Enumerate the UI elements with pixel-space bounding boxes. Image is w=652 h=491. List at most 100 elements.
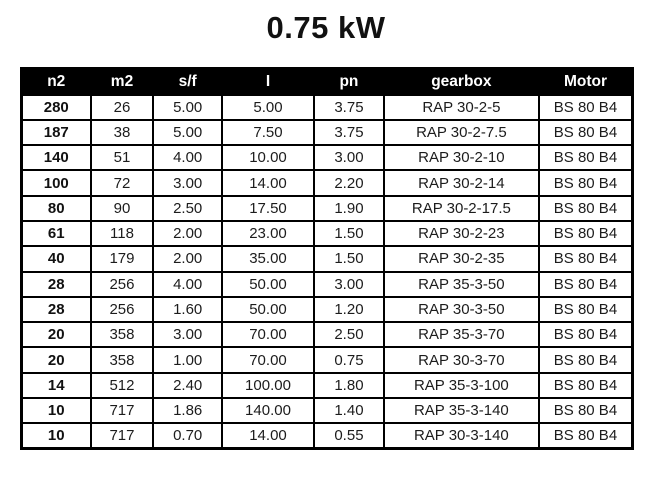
table-row: 28 256 4.00 50.00 3.00 RAP 35-3-50 BS 80 B4 <box>20 270 634 298</box>
cell-i: 7.50 <box>220 118 316 147</box>
table-row: 280 26 5.00 5.00 3.75 RAP 30-2-5 BS 80 B4 <box>20 93 634 121</box>
cell-sf: 2.40 <box>152 371 223 400</box>
cell-gearbox: RAP 30-3-70 <box>382 346 540 374</box>
column-header-i: I <box>220 67 316 96</box>
cell-i: 23.00 <box>220 219 316 248</box>
cell-pn: 1.90 <box>313 194 385 222</box>
cell-motor: BS 80 B4 <box>537 397 634 425</box>
table-row: 80 90 2.50 17.50 1.90 RAP 30-2-17.5 BS 80 B4 <box>20 194 634 222</box>
cell-motor: BS 80 B4 <box>537 93 634 121</box>
cell-pn: 0.55 <box>313 422 385 450</box>
cell-sf: 4.00 <box>152 144 223 172</box>
cell-sf: 3.00 <box>152 321 223 349</box>
page-title: 0.75 kW <box>266 10 386 45</box>
cell-pn: 0.75 <box>313 346 385 374</box>
cell-motor: BS 80 B4 <box>537 219 634 248</box>
cell-n2: 187 <box>20 118 92 147</box>
table-row: 14 512 2.40 100.00 1.80 RAP 35-3-100 BS 80 B4 <box>20 371 634 400</box>
cell-m2: 717 <box>89 397 155 425</box>
column-header-gearbox: gearbox <box>382 67 540 96</box>
cell-i: 35.00 <box>220 245 316 273</box>
table-body: 280 26 5.00 5.00 3.75 RAP 30-2-5 BS 80 B4 187 38… <box>20 93 634 450</box>
cell-pn: 1.50 <box>313 219 385 248</box>
cell-gearbox: RAP 30-2-5 <box>382 93 540 121</box>
cell-i: 100.00 <box>220 371 316 400</box>
cell-m2: 256 <box>89 295 155 324</box>
cell-pn: 3.75 <box>313 118 385 147</box>
cell-sf: 3.00 <box>152 169 223 197</box>
cell-n2: 14 <box>20 371 92 400</box>
cell-m2: 358 <box>89 321 155 349</box>
cell-i: 50.00 <box>220 295 316 324</box>
cell-pn: 1.80 <box>313 371 385 400</box>
cell-sf: 1.60 <box>152 295 223 324</box>
cell-pn: 2.50 <box>313 321 385 349</box>
cell-sf: 2.00 <box>152 219 223 248</box>
table-row: 10 717 0.70 14.00 0.55 RAP 30-3-140 BS 80 B4 <box>20 422 634 450</box>
cell-m2: 179 <box>89 245 155 273</box>
cell-motor: BS 80 B4 <box>537 346 634 374</box>
cell-n2: 28 <box>20 270 92 298</box>
cell-gearbox: RAP 30-2-23 <box>382 219 540 248</box>
cell-m2: 90 <box>89 194 155 222</box>
cell-n2: 10 <box>20 397 92 425</box>
cell-gearbox: RAP 30-2-35 <box>382 245 540 273</box>
cell-motor: BS 80 B4 <box>537 245 634 273</box>
cell-pn: 1.40 <box>313 397 385 425</box>
cell-motor: BS 80 B4 <box>537 118 634 147</box>
table-row: 187 38 5.00 7.50 3.75 RAP 30-2-7.5 BS 80 B4 <box>20 118 634 147</box>
cell-motor: BS 80 B4 <box>537 144 634 172</box>
cell-gearbox: RAP 35-3-50 <box>382 270 540 298</box>
cell-gearbox: RAP 30-2-10 <box>382 144 540 172</box>
cell-gearbox: RAP 30-3-50 <box>382 295 540 324</box>
cell-i: 50.00 <box>220 270 316 298</box>
column-header-pn: pn <box>313 67 385 96</box>
table-row: 10 717 1.86 140.00 1.40 RAP 35-3-140 BS 80 B4 <box>20 397 634 425</box>
cell-sf: 1.00 <box>152 346 223 374</box>
cell-gearbox: RAP 30-2-17.5 <box>382 194 540 222</box>
cell-sf: 0.70 <box>152 422 223 450</box>
cell-m2: 512 <box>89 371 155 400</box>
cell-motor: BS 80 B4 <box>537 295 634 324</box>
table-row: 40 179 2.00 35.00 1.50 RAP 30-2-35 BS 80 B4 <box>20 245 634 273</box>
cell-pn: 2.20 <box>313 169 385 197</box>
cell-i: 140.00 <box>220 397 316 425</box>
cell-motor: BS 80 B4 <box>537 321 634 349</box>
table-row: 28 256 1.60 50.00 1.20 RAP 30-3-50 BS 80 B4 <box>20 295 634 324</box>
column-header-m2: m2 <box>89 67 155 96</box>
cell-n2: 28 <box>20 295 92 324</box>
cell-n2: 80 <box>20 194 92 222</box>
cell-n2: 140 <box>20 144 92 172</box>
cell-i: 70.00 <box>220 321 316 349</box>
cell-pn: 1.50 <box>313 245 385 273</box>
table-row: 100 72 3.00 14.00 2.20 RAP 30-2-14 BS 80 B4 <box>20 169 634 197</box>
cell-n2: 10 <box>20 422 92 450</box>
cell-pn: 3.00 <box>313 144 385 172</box>
cell-gearbox: RAP 30-2-7.5 <box>382 118 540 147</box>
table-row: 61 118 2.00 23.00 1.50 RAP 30-2-23 BS 80 B4 <box>20 219 634 248</box>
cell-m2: 51 <box>89 144 155 172</box>
cell-pn: 3.75 <box>313 93 385 121</box>
cell-m2: 358 <box>89 346 155 374</box>
cell-sf: 4.00 <box>152 270 223 298</box>
cell-gearbox: RAP 30-3-140 <box>382 422 540 450</box>
cell-motor: BS 80 B4 <box>537 194 634 222</box>
cell-sf: 5.00 <box>152 93 223 121</box>
column-header-n2: n2 <box>20 67 92 96</box>
cell-motor: BS 80 B4 <box>537 371 634 400</box>
cell-sf: 2.50 <box>152 194 223 222</box>
cell-i: 17.50 <box>220 194 316 222</box>
cell-i: 70.00 <box>220 346 316 374</box>
cell-n2: 40 <box>20 245 92 273</box>
cell-gearbox: RAP 30-2-14 <box>382 169 540 197</box>
cell-m2: 26 <box>89 93 155 121</box>
table-row: 140 51 4.00 10.00 3.00 RAP 30-2-10 BS 80 B4 <box>20 144 634 172</box>
cell-gearbox: RAP 35-3-140 <box>382 397 540 425</box>
cell-gearbox: RAP 35-3-100 <box>382 371 540 400</box>
cell-n2: 61 <box>20 219 92 248</box>
cell-m2: 72 <box>89 169 155 197</box>
